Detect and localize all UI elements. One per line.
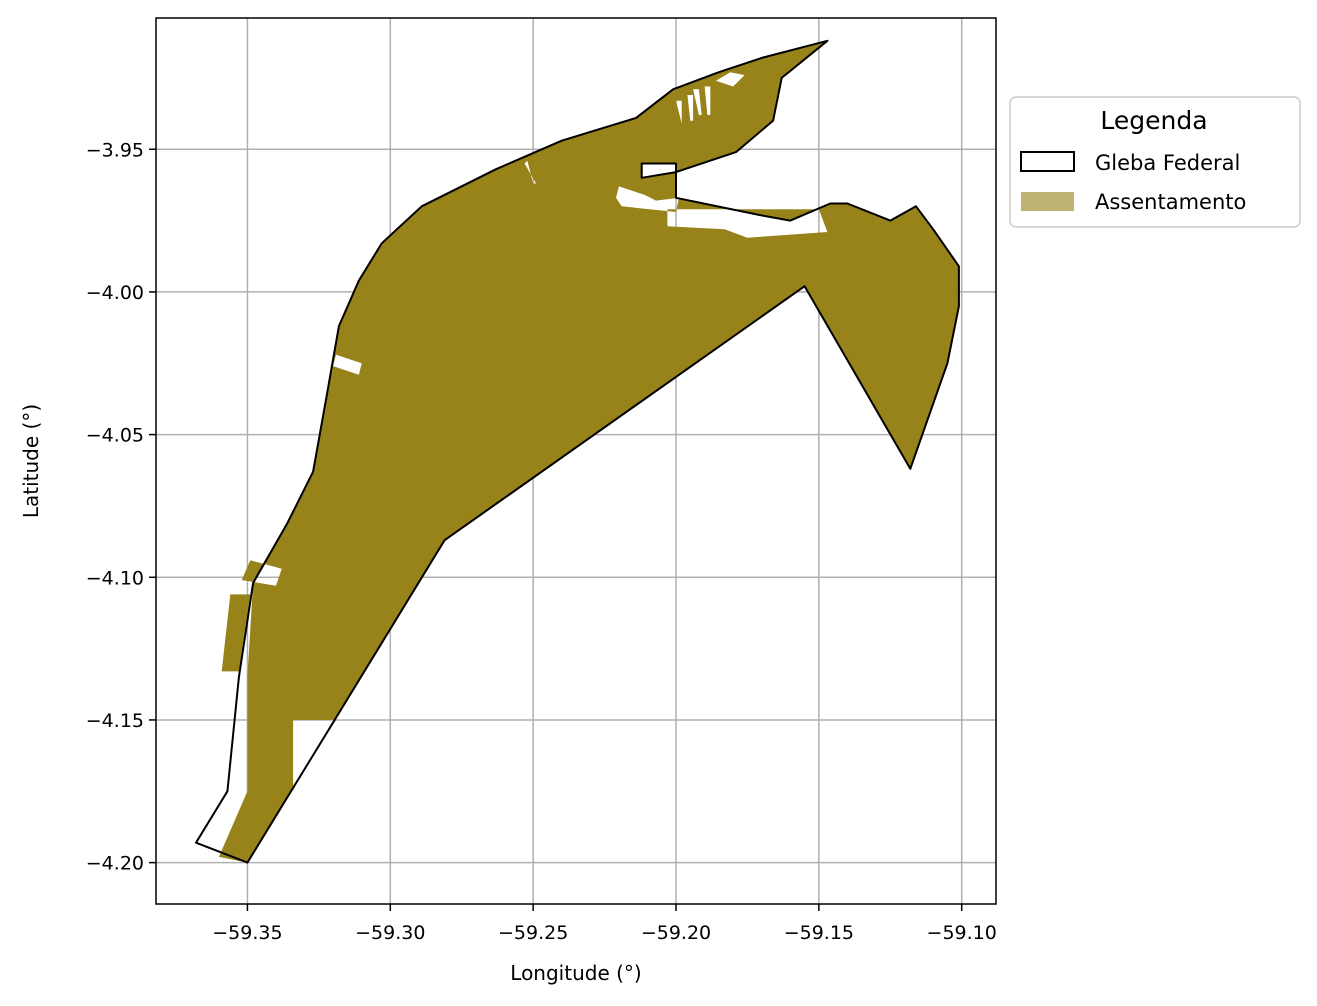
y-tick-label: −3.95 [86,139,144,161]
y-tick-label: −4.00 [86,282,144,304]
assentamento-layer [218,40,959,863]
y-axis-ticks: −3.95 −4.00 −4.05 −4.10 −4.15 −4.20 [86,139,156,875]
x-axis-ticks: −59.35 −59.30 −59.25 −59.20 −59.15 −59.10 [212,904,997,944]
y-axis-label: Latitude (°) [19,404,43,518]
assentamento-polygon [218,40,959,863]
legend: Legenda Gleba Federal Assentamento [1009,96,1301,228]
x-axis-label: Longitude (°) [510,961,641,985]
x-tick-label: −59.30 [355,922,425,944]
gleba-federal-layer [195,39,960,864]
y-tick-label: −4.15 [86,710,144,732]
legend-label-gleba-federal: Gleba Federal [1095,151,1240,175]
x-tick-label: −59.35 [212,922,282,944]
legend-swatch-gleba-federal [1020,151,1075,172]
y-tick-label: −4.10 [86,567,144,589]
legend-title: Legenda [1100,106,1207,135]
y-tick-label: −4.05 [86,425,144,447]
x-tick-label: −59.10 [927,922,997,944]
y-tick-label: −4.20 [86,853,144,875]
plot-frame [155,17,997,905]
gleba-federal-outline [195,39,960,864]
legend-frame [1009,96,1301,228]
x-tick-label: −59.20 [641,922,711,944]
legend-swatch-assentamento [1021,192,1074,211]
x-tick-label: −59.15 [784,922,854,944]
x-tick-label: −59.25 [498,922,568,944]
legend-label-assentamento: Assentamento [1095,190,1246,214]
